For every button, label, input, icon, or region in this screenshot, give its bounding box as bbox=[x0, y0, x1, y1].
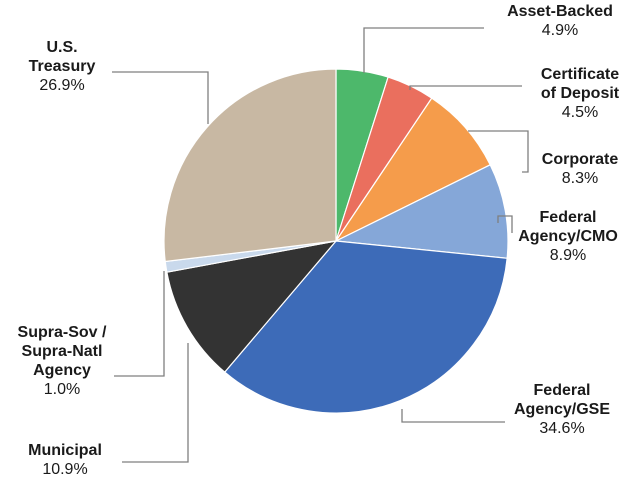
slice-label-supra-sov-supra-natl-agency: Supra-Sov / Supra-Natl Agency 1.0% bbox=[18, 324, 107, 398]
pie-slices bbox=[163, 68, 509, 414]
leader-line-u-s-treasury bbox=[112, 71, 209, 124]
slice-name-line: Federal bbox=[540, 209, 597, 226]
slice-name-line: Supra-Natl bbox=[22, 343, 103, 360]
leader-line-federal-agency-cmo bbox=[497, 215, 513, 233]
slice-value-label: 4.9% bbox=[542, 22, 578, 39]
slice-label-municipal: Municipal 10.9% bbox=[28, 442, 102, 478]
slice-name-line: Asset-Backed bbox=[507, 3, 613, 20]
slice-name-line: U.S. bbox=[46, 39, 77, 56]
slice-label-u-s-treasury: U.S. Treasury 26.9% bbox=[29, 39, 96, 94]
slice-name-line: Agency/CMO bbox=[518, 228, 618, 245]
leader-line-federal-agency-gse bbox=[401, 409, 505, 423]
slice-name-line: Supra-Sov / bbox=[18, 324, 107, 341]
slice-name-line: Federal bbox=[534, 382, 591, 399]
slice-name-line: Municipal bbox=[28, 442, 102, 459]
pie-slice-u-s-treasury bbox=[163, 68, 337, 263]
pie-slice-federal-agency-gse bbox=[223, 240, 508, 414]
leader-line-certificate-of-deposit bbox=[409, 85, 522, 90]
leader-line-supra-sov-supra-natl-agency bbox=[114, 271, 165, 377]
leader-line-corporate bbox=[468, 130, 529, 173]
slice-value-label: 8.3% bbox=[562, 170, 598, 187]
slice-name-line: Agency bbox=[33, 362, 91, 379]
leader-line-municipal bbox=[122, 343, 189, 463]
leader-lines bbox=[112, 27, 529, 463]
leader-line-asset-backed bbox=[363, 27, 484, 73]
slice-value-label: 8.9% bbox=[550, 247, 586, 264]
slice-name-line: Certificate bbox=[541, 66, 619, 83]
slice-name-line: Corporate bbox=[542, 151, 619, 168]
slice-value-label: 10.9% bbox=[42, 461, 87, 478]
slice-value-label: 34.6% bbox=[539, 420, 584, 437]
slice-label-asset-backed: Asset-Backed 4.9% bbox=[507, 3, 613, 39]
slice-label-federal-agency-cmo: Federal Agency/CMO 8.9% bbox=[518, 209, 618, 264]
slice-name-line: of Deposit bbox=[541, 85, 620, 102]
slice-label-corporate: Corporate 8.3% bbox=[542, 151, 619, 187]
pie-slice-corporate bbox=[334, 97, 492, 243]
pie-slice-federal-agency-cmo bbox=[333, 164, 509, 259]
slice-labels: Asset-Backed 4.9% Certificate of Deposit 4.5… bbox=[18, 3, 620, 478]
slice-value-label: 1.0% bbox=[44, 381, 80, 398]
slice-value-label: 4.5% bbox=[562, 104, 598, 121]
slice-name-line: Treasury bbox=[29, 58, 96, 75]
slice-value-label: 26.9% bbox=[39, 77, 84, 94]
slice-label-federal-agency-gse: Federal Agency/GSE 34.6% bbox=[514, 382, 610, 437]
pie-slice-municipal bbox=[166, 240, 338, 373]
slice-label-certificate-of-deposit: Certificate of Deposit 4.5% bbox=[541, 66, 620, 121]
slice-name-line: Agency/GSE bbox=[514, 401, 610, 418]
